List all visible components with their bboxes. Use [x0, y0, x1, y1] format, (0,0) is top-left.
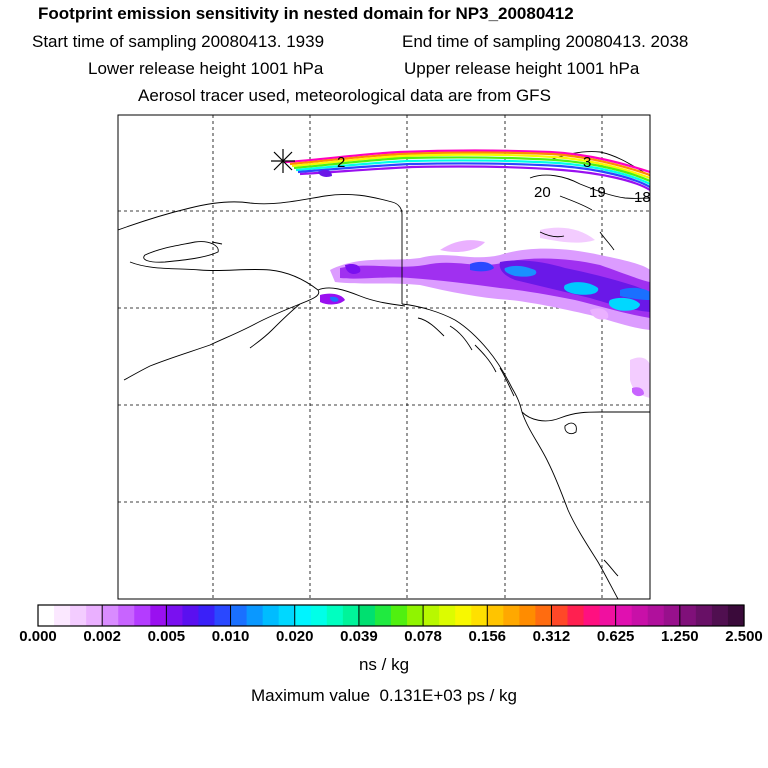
graticule: [118, 115, 650, 599]
map-background: [118, 115, 650, 599]
release-marker-icon: [271, 149, 295, 173]
colorbar-cell: [150, 605, 167, 626]
colorbar-cell: [294, 605, 312, 626]
colorbar-cell: [214, 605, 232, 626]
colorbar-cell: [551, 605, 569, 626]
colorbar-cell: [342, 605, 360, 626]
trajectory-label: 3: [583, 154, 591, 171]
colorbar-tick-label: 0.156: [468, 628, 507, 645]
colorbar-cell: [310, 605, 328, 626]
colorbar-cell: [102, 605, 119, 626]
colorbar-tick-label: 0.078: [404, 628, 442, 645]
colorbar-cell: [166, 605, 184, 626]
colorbar-cell: [423, 605, 440, 626]
end-time-label: End time of sampling 20080413. 2038: [402, 32, 689, 51]
start-time-label: Start time of sampling 20080413. 1939: [32, 32, 325, 51]
lower-release-label: Lower release height 1001 hPa: [88, 59, 324, 78]
colorbar-cell: [519, 605, 537, 626]
trajectory-ribbon: [284, 149, 650, 191]
colorbar-cell: [583, 605, 601, 626]
colorbar-cell: [54, 605, 71, 626]
colorbar-ticks: 0.000 0.002 0.005 0.010 0.020 0.039 0.078 0.156…: [0, 628, 768, 648]
trajectory-label: 18: [634, 189, 651, 206]
colorbar-cell: [679, 605, 697, 626]
colorbar-tick-label: 0.020: [275, 628, 314, 645]
colorbar-cell: [134, 605, 151, 626]
colorbar-cell: [198, 605, 216, 626]
colorbar-cell: [262, 605, 280, 626]
colorbar-cell: [38, 605, 55, 626]
colorbar-cell: [439, 605, 456, 626]
colorbar-cell: [487, 605, 504, 626]
upper-release-label: Upper release height 1001 hPa: [404, 59, 640, 78]
colorbar-cell: [374, 605, 392, 626]
colorbar-cell: [326, 605, 344, 626]
colorbar-cell: [567, 605, 585, 626]
colorbar-cell: [631, 605, 649, 626]
colorbar-tick-label: 0.625: [596, 628, 635, 645]
colorbar-cell: [615, 605, 633, 626]
trajectory-label: 19: [589, 184, 606, 201]
colorbar-cell: [358, 605, 376, 626]
colorbar-cell: [503, 605, 520, 626]
trajectory-label: 20: [534, 184, 551, 201]
colorbar-cell: [471, 605, 488, 626]
colorbar-tick-label: 0.039: [340, 628, 378, 645]
colorbar-tick-label: 0.010: [211, 628, 250, 645]
plot-title: Footprint emission sensitivity in nested…: [38, 4, 574, 23]
map-frame: [117, 114, 651, 600]
colorbar-tick-label: 0.002: [83, 628, 121, 645]
colorbar-cell: [535, 605, 553, 626]
colorbar-cell: [455, 605, 472, 626]
colorbar-tick-label: 2.500: [725, 628, 763, 645]
colorbar-unit: ns / kg: [358, 655, 410, 674]
coastlines: [118, 151, 650, 599]
colorbar-cell: [727, 605, 745, 626]
colorbar-tick-label: 0.005: [147, 628, 186, 645]
maximum-value-label: Maximum value 0.131E+03 ps / kg: [251, 686, 517, 705]
colorbar-cell: [70, 605, 87, 626]
colorbar-cell: [407, 605, 424, 626]
colorbar-cell: [391, 605, 408, 626]
colorbar-cell: [118, 605, 135, 626]
colorbar-cell: [86, 605, 103, 626]
trajectory-label: 2: [337, 154, 345, 171]
colorbar-cell: [278, 605, 296, 626]
tracer-info-label: Aerosol tracer used, meteorological data…: [138, 86, 551, 105]
colorbar-tick-label: 1.250: [661, 628, 699, 645]
colorbar-cell: [599, 605, 617, 626]
colorbar-frame: [37, 604, 745, 627]
colorbar-tick-label: 0.000: [19, 628, 57, 645]
colorbar-cell: [711, 605, 729, 626]
colorbar-cell: [663, 605, 681, 626]
colorbar-tick-label: 0.312: [532, 628, 571, 645]
colorbar-cell: [246, 605, 264, 626]
colorbar-cell: [230, 605, 248, 626]
footprint-field: [320, 227, 650, 398]
colorbar-cell: [182, 605, 200, 626]
colorbar-cell: [695, 605, 713, 626]
colorbar-cell: [647, 605, 665, 626]
